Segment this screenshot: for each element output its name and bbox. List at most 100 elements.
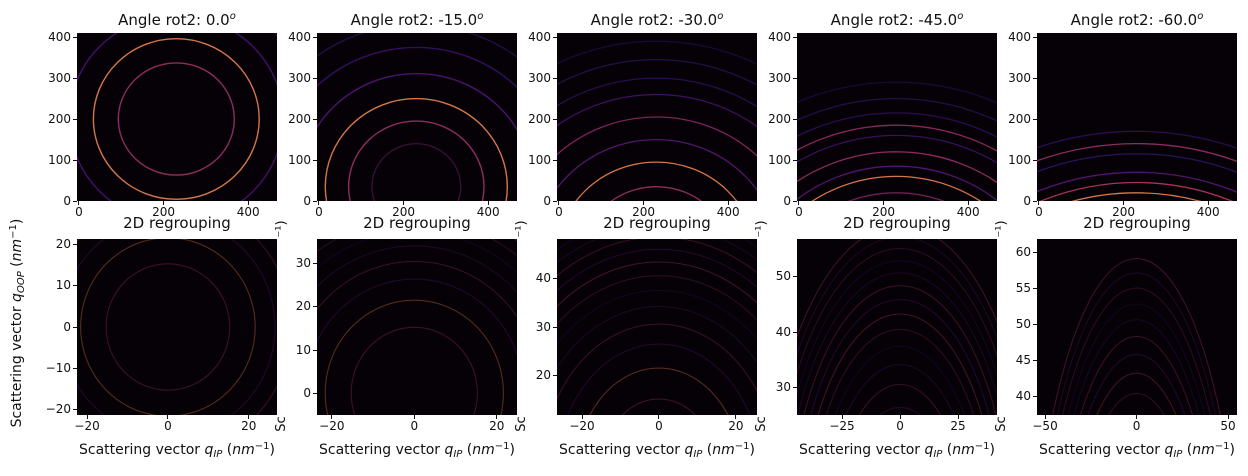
axis-label-text: Scattering vector [79,442,205,458]
diffraction-ring [1062,287,1211,415]
axis-var-subscript: IP [933,449,943,460]
x-tick-label: −20 [74,419,100,433]
x-tickmark [167,415,169,419]
axis-var: q [204,442,214,458]
diffraction-ring [575,161,738,201]
x-tick-label: 0 [655,419,663,433]
y-tickmark [313,263,317,265]
diffraction-ring [77,239,276,415]
y-tick-label: 0 [1023,193,1031,208]
diffraction-ring [557,116,757,157]
diffraction-ring [567,343,751,415]
degree-superscript: o [477,11,484,22]
subplot-title: Angle rot2: -15.0o [305,8,529,29]
x-tick-label: 200 [1112,205,1136,219]
x-axis-label: Scattering vector qIP (nm−1) [52,438,302,463]
diffraction-ring [797,248,997,376]
x-tick-label: 400 [956,205,980,219]
x-tick-label: 0 [1035,205,1043,219]
y-tick-label: 0 [783,193,791,208]
axis-var: q [684,442,694,458]
diffraction-ring [797,98,997,122]
axis-unit-close: ) [989,442,995,458]
diffraction-ring [557,138,757,192]
y-tickmark [553,277,557,279]
axis-var-subscript: OOP [16,271,27,294]
diffraction-ring [105,263,231,391]
diffraction-ring [797,165,997,201]
x-tickmark [487,201,489,205]
diffraction-ring [797,272,997,415]
x-tickmark [558,201,560,205]
diffraction-ring [797,151,997,184]
diffraction-ring [557,40,757,65]
plot-background [77,239,277,415]
y-tickmark [793,200,797,202]
y-axis-label-fragment-bottom: Sc [514,416,529,432]
x-tickmark [967,201,969,205]
y-axis-label-fragment-bottom: Sc [754,416,769,432]
x-axis-label: Scattering vector qIP (nm−1) [1012,438,1248,463]
diffraction-ring [825,329,975,415]
x-tick-label: 200 [152,205,176,219]
y-tickmark [793,331,797,333]
x-tickmark [735,415,737,419]
y-tick-label: 50 [1015,317,1031,332]
y-tick-label: 50 [775,269,791,284]
y-tickmark [1033,324,1037,326]
subplot-title: 2D regrouping [545,214,769,232]
diffraction-ring [557,306,757,370]
y-tickmark [313,77,317,79]
subplot-title-text: 2D regrouping [363,214,471,232]
y-tickmark [73,77,77,79]
y-tick-label: 400 [528,29,551,44]
y-tick-label: −20 [45,402,71,417]
y-tick-label: 20 [535,368,551,383]
x-tick-label: 0 [795,205,803,219]
axis-var: q [9,293,25,302]
diffraction-ring [817,313,983,415]
subplot-title-text: 2D regrouping [843,214,951,232]
axis-label-text: Scattering vector [319,442,445,458]
axis-var: q [444,442,454,458]
diffraction-ring [80,239,256,415]
subplot-title: Angle rot2: 0.0o [65,8,289,29]
diffraction-ring [1039,181,1234,201]
subplot-title-text: Angle rot2: 0.0 [118,11,230,29]
diffraction-ring [1037,153,1237,173]
y-tickmark [73,367,77,369]
regrouped-map [797,239,997,415]
y-tickmark [1033,36,1037,38]
x-tickmark [581,415,583,419]
x-tick-label: 200 [872,205,896,219]
x-tickmark [403,201,405,205]
diffraction-ring [797,260,997,397]
x-tickmark [957,415,959,419]
degree-superscript: o [717,11,724,22]
y-tickmark [1033,200,1037,202]
y-tickmark [553,200,557,202]
y-tickmark [553,326,557,328]
y-axis-label-fragment-bottom: Sc [274,416,289,432]
axis-unit-exponent: −1 [734,441,750,452]
y-axis-label-fragment-top: ⁻¹) [754,220,769,238]
y-axis-label-fragment-top: ⁻¹) [994,220,1009,238]
x-tickmark [413,415,415,419]
diffraction-ring [347,120,485,201]
y-tick-label: 300 [528,70,551,85]
y-tickmark [73,118,77,120]
regrouped-map [1037,239,1237,415]
y-tickmark [1033,252,1037,254]
diffraction-ring [1071,192,1202,201]
y-tickmark [793,77,797,79]
axis-unit-open: ( [942,442,953,458]
diffraction-ring [557,248,757,292]
diffraction-ring [557,77,757,108]
x-axis-label: Scattering vector qIP (nm−1) [772,438,1022,463]
axis-label-text: Scattering vector [1039,442,1165,458]
y-tick-label: 0 [543,193,551,208]
y-tick-label: 400 [48,29,71,44]
diffraction-ring [803,285,997,415]
x-tickmark [247,201,249,205]
